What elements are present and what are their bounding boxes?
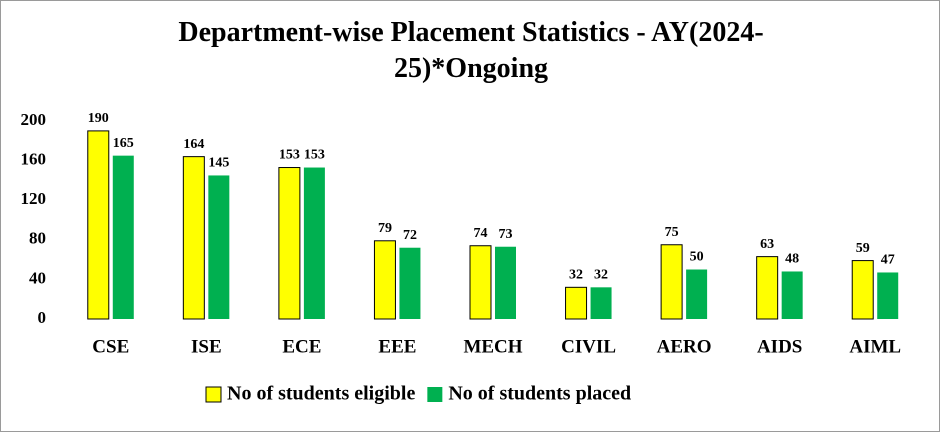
value-label: 47 <box>881 253 895 268</box>
bar <box>469 245 492 320</box>
y-tick-label: 80 <box>29 229 46 248</box>
value-label: 73 <box>499 227 513 242</box>
value-label: 145 <box>208 156 229 171</box>
value-label: 59 <box>856 241 870 256</box>
bar <box>399 247 421 319</box>
bar <box>686 269 708 319</box>
x-tick-label: AERO <box>657 336 712 357</box>
bar <box>877 272 899 319</box>
y-tick-label: 0 <box>38 308 47 327</box>
y-tick-label: 160 <box>21 150 47 169</box>
bar <box>660 244 683 320</box>
bar <box>182 156 205 320</box>
y-tick-label: 40 <box>29 268 46 287</box>
bar <box>303 167 325 319</box>
y-tick-label: 200 <box>21 110 47 129</box>
x-tick-label: EEE <box>378 336 416 357</box>
legend-label: No of students placed <box>448 383 631 405</box>
legend-label: No of students eligible <box>227 383 415 405</box>
value-label: 72 <box>403 228 417 243</box>
x-tick-label: AIDS <box>757 336 802 357</box>
bar <box>756 256 779 320</box>
value-label: 63 <box>760 237 774 252</box>
bar <box>208 175 230 319</box>
bar <box>87 130 110 320</box>
value-label: 165 <box>113 136 134 151</box>
x-tick-label: ECE <box>282 336 321 357</box>
bar <box>565 286 588 320</box>
bar <box>112 155 134 319</box>
bar <box>278 167 301 320</box>
value-label: 48 <box>785 252 799 267</box>
bar <box>590 287 612 319</box>
value-label: 164 <box>183 137 204 152</box>
y-tick-label: 120 <box>21 189 47 208</box>
chart-title: Department-wise Placement Statistics - A… <box>178 17 764 84</box>
value-label: 153 <box>304 148 325 163</box>
value-label: 75 <box>665 225 679 240</box>
value-label: 190 <box>88 111 109 126</box>
bar <box>495 246 516 319</box>
value-label: 74 <box>474 226 488 241</box>
value-label: 32 <box>569 268 583 283</box>
x-tick-label: CIVIL <box>561 336 616 357</box>
bar <box>851 260 874 320</box>
bar <box>373 240 396 320</box>
bar <box>781 271 803 319</box>
value-label: 153 <box>279 148 300 163</box>
value-label: 32 <box>594 268 608 283</box>
x-tick-label: AIML <box>849 336 901 357</box>
x-tick-label: ISE <box>191 336 222 357</box>
x-tick-label: MECH <box>463 336 522 357</box>
value-label: 79 <box>378 221 392 236</box>
legend-swatch <box>205 386 222 403</box>
x-tick-label: CSE <box>92 336 129 357</box>
value-label: 50 <box>690 250 704 265</box>
legend-swatch <box>427 387 443 402</box>
